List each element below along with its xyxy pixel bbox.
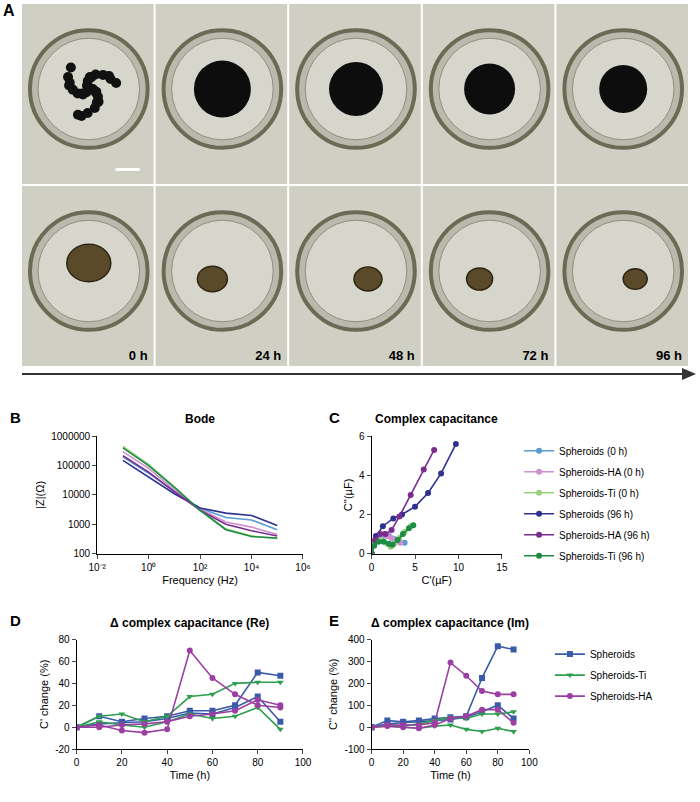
- svg-text:80: 80: [58, 634, 70, 645]
- svg-text:Time (h): Time (h): [170, 769, 211, 781]
- svg-text:400: 400: [348, 634, 365, 645]
- svg-text:Spheroids-Ti (0 h): Spheroids-Ti (0 h): [559, 488, 639, 499]
- svg-text:Spheroids-Ti: Spheroids-Ti: [590, 670, 646, 681]
- svg-text:Spheroids-HA (96 h): Spheroids-HA (96 h): [559, 530, 650, 541]
- svg-text:Frequency (Hz): Frequency (Hz): [162, 574, 238, 586]
- svg-text:100: 100: [73, 548, 90, 559]
- svg-text:15: 15: [496, 562, 508, 573]
- svg-text:C' change (%): C' change (%): [38, 660, 50, 729]
- svg-text:96 h: 96 h: [656, 348, 682, 363]
- svg-text:B: B: [10, 409, 21, 426]
- svg-text:10000: 10000: [62, 489, 90, 500]
- svg-text:200: 200: [348, 678, 365, 689]
- svg-text:Complex capacitance: Complex capacitance: [375, 412, 498, 426]
- svg-text:100: 100: [521, 757, 538, 768]
- svg-text:80: 80: [492, 757, 504, 768]
- svg-text:A: A: [3, 2, 15, 19]
- svg-text:72 h: 72 h: [522, 348, 548, 363]
- svg-text:40: 40: [58, 678, 70, 689]
- svg-text:Spheroids-HA: Spheroids-HA: [590, 691, 653, 702]
- svg-text:0: 0: [74, 757, 80, 768]
- svg-text:10²: 10²: [193, 562, 208, 573]
- svg-text:Spheroids (96 h): Spheroids (96 h): [559, 509, 633, 520]
- svg-text:10⁻²: 10⁻²: [88, 562, 106, 573]
- svg-text:0: 0: [64, 722, 70, 733]
- svg-text:D: D: [10, 612, 21, 629]
- svg-text:-20: -20: [55, 744, 70, 755]
- svg-text:0: 0: [359, 722, 365, 733]
- svg-text:40: 40: [429, 757, 441, 768]
- svg-text:Spheroids: Spheroids: [590, 649, 635, 660]
- svg-text:60: 60: [207, 757, 219, 768]
- svg-text:300: 300: [348, 656, 365, 667]
- svg-text:0: 0: [369, 757, 375, 768]
- svg-text:C'(µF): C'(µF): [422, 574, 452, 586]
- svg-text:-100: -100: [345, 744, 365, 755]
- svg-text:2: 2: [359, 509, 365, 520]
- svg-text:E: E: [329, 612, 339, 629]
- svg-text:1000000: 1000000: [51, 431, 90, 442]
- svg-text:1000: 1000: [68, 519, 91, 530]
- svg-text:10⁶: 10⁶: [295, 562, 310, 573]
- svg-text:Spheroids (0 h): Spheroids (0 h): [559, 446, 627, 457]
- svg-text:0 h: 0 h: [129, 348, 148, 363]
- svg-text:60: 60: [58, 656, 70, 667]
- svg-text:Δ complex capacitance (Im): Δ complex capacitance (Im): [371, 616, 529, 630]
- svg-text:Time (h): Time (h): [430, 769, 471, 781]
- svg-text:10⁰: 10⁰: [141, 562, 156, 573]
- svg-text:Bode: Bode: [185, 412, 215, 426]
- svg-text:0: 0: [369, 562, 375, 573]
- svg-text:24 h: 24 h: [255, 348, 281, 363]
- svg-text:Spheroids-HA (0 h): Spheroids-HA (0 h): [559, 467, 644, 478]
- svg-text:20: 20: [116, 757, 128, 768]
- svg-text:5: 5: [412, 562, 418, 573]
- svg-text:0: 0: [359, 548, 365, 559]
- svg-text:C'' change (%): C'' change (%): [327, 659, 339, 730]
- svg-text:80: 80: [252, 757, 264, 768]
- svg-text:10⁴: 10⁴: [244, 562, 259, 573]
- svg-text:100000: 100000: [57, 460, 91, 471]
- svg-text:C: C: [329, 409, 340, 426]
- svg-text:4: 4: [359, 470, 365, 481]
- svg-text:100: 100: [295, 757, 312, 768]
- svg-text:48 h: 48 h: [389, 348, 415, 363]
- svg-text:|Z|(Ω): |Z|(Ω): [34, 481, 46, 509]
- svg-text:40: 40: [162, 757, 174, 768]
- svg-text:6: 6: [359, 431, 365, 442]
- svg-text:Δ complex capacitance (Re): Δ complex capacitance (Re): [110, 616, 269, 630]
- svg-text:60: 60: [461, 757, 473, 768]
- svg-text:20: 20: [398, 757, 410, 768]
- svg-text:Spheroids-Ti (96 h): Spheroids-Ti (96 h): [559, 551, 644, 562]
- svg-text:10: 10: [453, 562, 465, 573]
- svg-text:100: 100: [348, 700, 365, 711]
- svg-text:C''(µF): C''(µF): [342, 479, 354, 512]
- svg-text:20: 20: [58, 700, 70, 711]
